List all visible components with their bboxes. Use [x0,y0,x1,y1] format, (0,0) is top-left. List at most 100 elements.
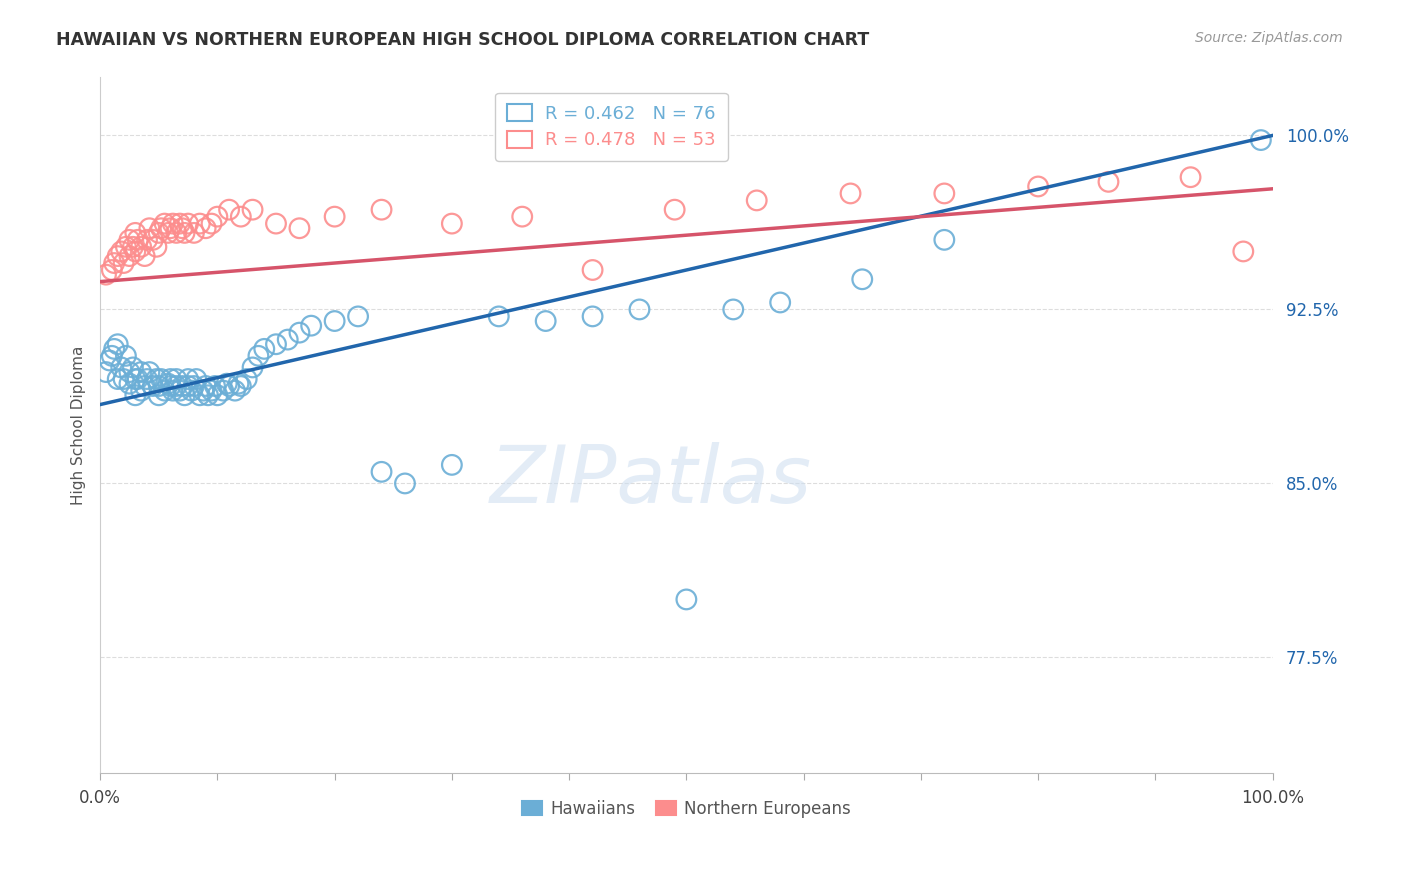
Point [148,226,170,240]
Point [159,221,181,235]
Point [347,310,370,324]
Point [664,202,686,217]
Point [169,384,191,398]
Point [207,210,229,224]
Point [218,379,240,393]
Point [173,226,195,240]
Point [1097,175,1119,189]
Point [394,476,416,491]
Point [159,379,181,393]
Point [124,226,146,240]
Point [110,360,132,375]
Point [124,388,146,402]
Point [723,302,745,317]
Point [98,353,121,368]
Point [157,226,180,240]
Point [122,240,145,254]
Point [188,217,211,231]
Point [745,194,768,208]
Point [581,310,603,324]
Point [145,240,167,254]
Point [107,337,129,351]
Point [242,202,264,217]
Point [264,337,287,351]
Point [177,217,200,231]
Point [145,372,167,386]
Point [157,376,180,391]
Point [204,379,226,393]
Point [839,186,862,201]
Point [224,384,246,398]
Point [103,342,125,356]
Point [94,268,117,282]
Point [228,376,250,391]
Point [277,333,299,347]
Text: ZIPatlas: ZIPatlas [491,442,813,520]
Point [212,384,235,398]
Point [229,379,252,393]
Point [218,202,240,217]
Point [851,272,873,286]
Point [136,372,159,386]
Point [94,365,117,379]
Point [127,233,149,247]
Point [188,388,211,402]
Point [129,240,152,254]
Point [159,372,181,386]
Y-axis label: High School Diploma: High School Diploma [72,346,86,505]
Point [134,379,156,393]
Point [136,233,159,247]
Point [180,384,202,398]
Point [172,379,194,393]
Point [934,186,956,201]
Point [186,372,208,386]
Point [1180,170,1202,185]
Point [134,249,156,263]
Text: Source: ZipAtlas.com: Source: ZipAtlas.com [1195,31,1343,45]
Point [194,379,217,393]
Point [510,210,533,224]
Point [138,221,160,235]
Legend: Hawaiians, Northern Europeans: Hawaiians, Northern Europeans [516,793,858,824]
Point [110,244,132,259]
Point [115,349,138,363]
Point [127,372,149,386]
Point [165,226,187,240]
Point [207,388,229,402]
Point [101,349,124,363]
Point [200,384,222,398]
Point [264,217,287,231]
Point [118,376,141,391]
Point [370,465,392,479]
Point [165,372,187,386]
Point [934,233,956,247]
Point [581,263,603,277]
Point [103,256,125,270]
Point [124,372,146,386]
Point [142,233,165,247]
Point [183,226,205,240]
Point [142,379,165,393]
Point [115,240,138,254]
Point [177,379,200,393]
Point [138,365,160,379]
Point [534,314,557,328]
Point [253,342,276,356]
Text: HAWAIIAN VS NORTHERN EUROPEAN HIGH SCHOOL DIPLOMA CORRELATION CHART: HAWAIIAN VS NORTHERN EUROPEAN HIGH SCHOO… [56,31,869,49]
Point [370,202,392,217]
Point [229,210,252,224]
Point [440,458,463,472]
Point [129,384,152,398]
Point [112,372,135,386]
Point [173,388,195,402]
Point [129,365,152,379]
Point [242,360,264,375]
Point [440,217,463,231]
Point [162,217,184,231]
Point [197,388,219,402]
Point [488,310,510,324]
Point [107,249,129,263]
Point [118,233,141,247]
Point [183,379,205,393]
Point [172,221,194,235]
